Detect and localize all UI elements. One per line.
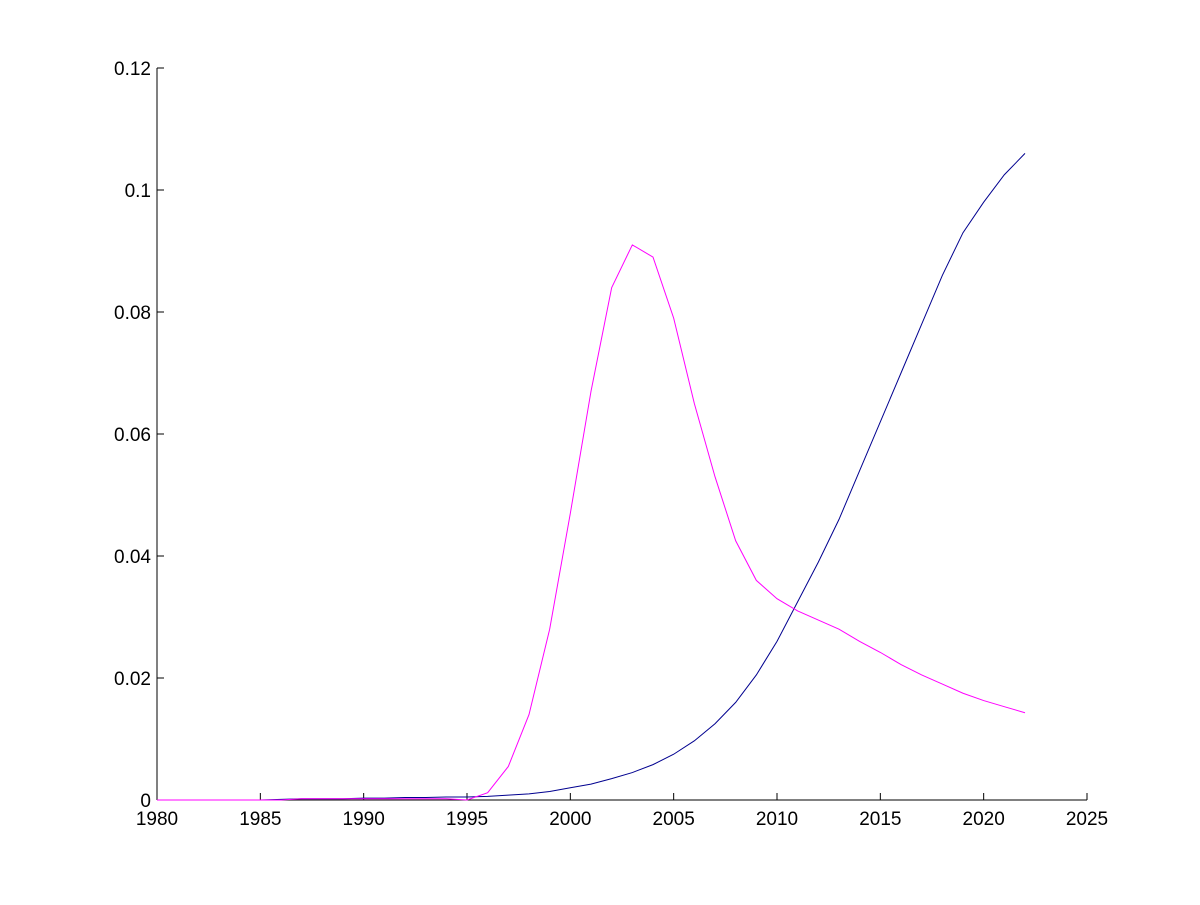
x-tick-label: 2010 xyxy=(756,809,798,830)
x-tick-label: 2015 xyxy=(859,809,901,830)
y-tick-label: 0.12 xyxy=(114,59,151,80)
y-tick-label: 0.1 xyxy=(125,181,151,202)
y-tick-label: 0.04 xyxy=(114,547,151,568)
series-line xyxy=(157,244,1026,801)
x-tick-label: 1980 xyxy=(136,809,178,830)
x-tick-label: 1995 xyxy=(446,809,488,830)
x-tick-label: 2025 xyxy=(1066,809,1108,830)
series-line xyxy=(157,153,1026,801)
y-tick-label: 0.08 xyxy=(114,303,151,324)
x-tick-label: 2005 xyxy=(653,809,695,830)
x-tick-label: 2000 xyxy=(549,809,591,830)
x-tick-label: 2020 xyxy=(963,809,1005,830)
y-tick-label: 0.02 xyxy=(114,669,151,690)
y-tick-label: 0.06 xyxy=(114,425,151,446)
y-tick-label: 0 xyxy=(140,791,151,812)
x-tick-label: 1990 xyxy=(343,809,385,830)
x-tick-label: 1985 xyxy=(239,809,281,830)
